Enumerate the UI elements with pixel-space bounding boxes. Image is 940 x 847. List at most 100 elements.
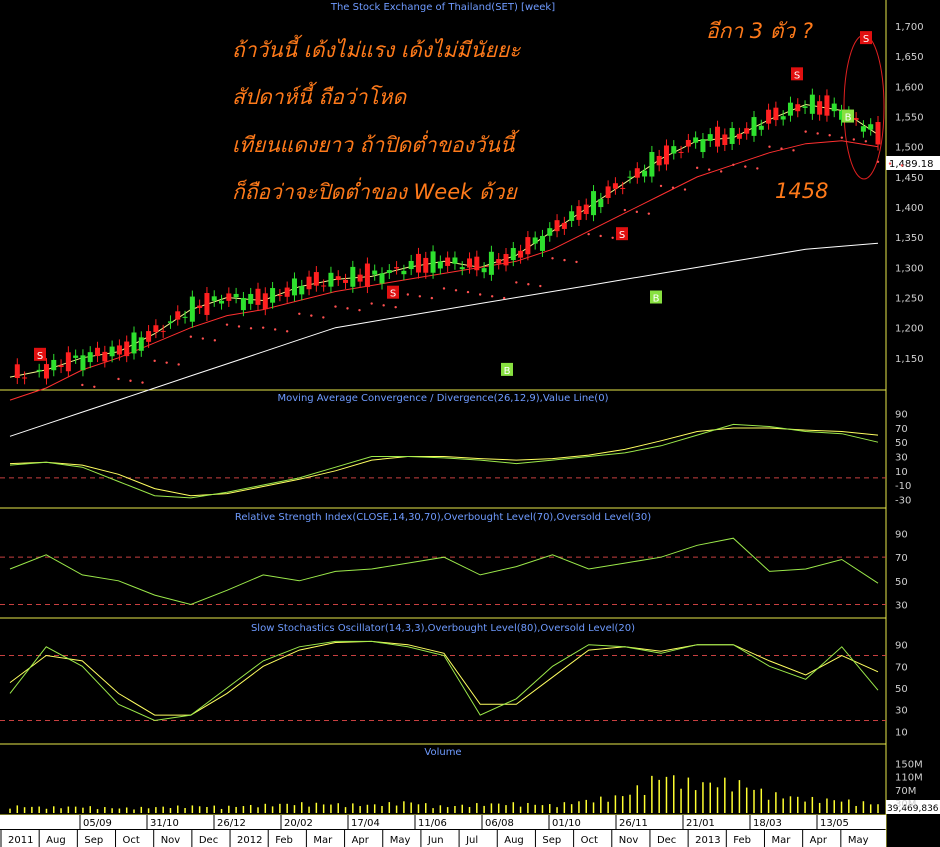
annotation-1458: 1458: [775, 179, 828, 203]
candle-body: [430, 251, 436, 273]
candle-body: [313, 272, 319, 286]
sar-dot: [852, 138, 856, 141]
macd-series-1: [9, 423, 879, 499]
annotation-line-4: ก็ถือว่าจะปิดต่ำของ Week ด้วย: [232, 177, 518, 204]
price-tick-label: 1,350: [895, 233, 924, 244]
stoch-tick-label: 10: [895, 727, 908, 738]
candle-body: [663, 145, 669, 165]
candle-body: [211, 296, 217, 301]
sar-dot: [117, 377, 120, 381]
candle-body: [386, 270, 392, 274]
sar-dot: [298, 312, 301, 316]
macd-tick-label: 10: [895, 467, 908, 478]
candle-body: [853, 118, 859, 120]
month-label: Sep: [84, 835, 103, 846]
candle-body: [437, 261, 443, 269]
candle-body: [401, 270, 407, 275]
sar-dot: [623, 208, 627, 212]
date-tick-label: 13/05: [820, 818, 849, 829]
candle-body: [167, 321, 173, 323]
price-tick-label: 1,600: [895, 82, 924, 93]
signal-marker-4: [650, 290, 662, 304]
signal-marker-2: [501, 362, 513, 376]
month-label: Feb: [733, 835, 751, 846]
sar-dot: [587, 232, 590, 236]
date-tick-label: 05/09: [83, 818, 112, 829]
macd-title: Moving Average Convergence / Divergence(…: [278, 393, 609, 404]
candle-body: [758, 125, 764, 130]
date-tick-label: 06/08: [485, 818, 514, 829]
candle-body: [394, 267, 400, 269]
candle-body: [138, 337, 144, 351]
rsi-tick-label: 90: [895, 529, 908, 540]
candle-body: [415, 253, 421, 273]
signal-label-2: B: [504, 366, 511, 377]
signal-label-6: B: [845, 113, 852, 124]
candle-body: [569, 211, 575, 221]
sar-dot: [346, 307, 349, 310]
month-label: Dec: [657, 835, 676, 846]
candle-body: [875, 122, 881, 145]
candle-body: [357, 274, 363, 282]
macd-tick-label: -30: [895, 495, 911, 506]
candle-body: [321, 285, 327, 287]
sar-dot: [876, 160, 880, 163]
sar-dot: [261, 326, 265, 329]
month-label: Nov: [161, 835, 181, 846]
stoch-tick-label: 50: [895, 684, 908, 695]
price-tick-label: 1,550: [895, 113, 924, 124]
sar-dot: [804, 130, 807, 133]
signal-label-3: S: [619, 230, 625, 241]
sar-dot: [840, 136, 844, 139]
sar-dot: [406, 293, 410, 296]
candle-body: [481, 268, 487, 273]
month-label: Mar: [313, 835, 333, 846]
volume-tick-label: 150M: [895, 759, 923, 770]
sar-dot: [683, 188, 687, 191]
candle-body: [153, 325, 159, 333]
date-tick-label: 17/04: [351, 818, 380, 829]
volume-tick-label: 70M: [895, 786, 916, 797]
candle-body: [204, 293, 210, 315]
sar-dot: [695, 166, 699, 170]
price-tick-label: 1,450: [895, 173, 924, 184]
candle-body: [554, 220, 560, 232]
date-tick-label: 18/03: [753, 818, 782, 829]
candle-body: [561, 222, 567, 229]
month-label: Aug: [504, 835, 524, 846]
candle-body: [233, 293, 239, 298]
month-label: Dec: [199, 835, 218, 846]
three-crows-ellipse: [843, 34, 885, 180]
rsi-tick-label: 30: [895, 601, 908, 612]
candle-body: [722, 134, 728, 146]
sar-dot: [129, 379, 132, 382]
candle-body: [656, 155, 662, 166]
candle-body: [715, 126, 721, 147]
signal-label-5: S: [794, 70, 800, 81]
candle-body: [736, 133, 742, 139]
stoch-tick-label: 90: [895, 641, 908, 652]
candle-body: [700, 139, 706, 153]
stoch-series-1: [9, 640, 879, 722]
candle-body: [671, 146, 677, 154]
candle-body: [693, 137, 699, 143]
candle-body: [612, 183, 618, 189]
candle-body: [379, 273, 385, 284]
candle-body: [773, 107, 779, 121]
candle-body: [839, 110, 845, 120]
signal-marker-7: [860, 31, 872, 45]
candle-body: [109, 346, 115, 357]
sar-dot: [502, 296, 506, 300]
candle-body: [605, 186, 611, 199]
candle-body: [496, 259, 502, 264]
sar-dot: [442, 287, 446, 290]
sar-dot: [756, 167, 759, 170]
candle-body: [102, 351, 108, 362]
price-tick-label: 1,400: [895, 203, 924, 214]
candle-body: [372, 270, 378, 275]
chart-title: The Stock Exchange of Thailand(SET) [wee…: [330, 2, 555, 13]
candle-body: [284, 287, 290, 297]
stoch-title: Slow Stochastics Oscillator(14,3,3),Over…: [251, 623, 635, 634]
candle-body: [474, 256, 480, 271]
stoch-tick-label: 70: [895, 662, 908, 673]
